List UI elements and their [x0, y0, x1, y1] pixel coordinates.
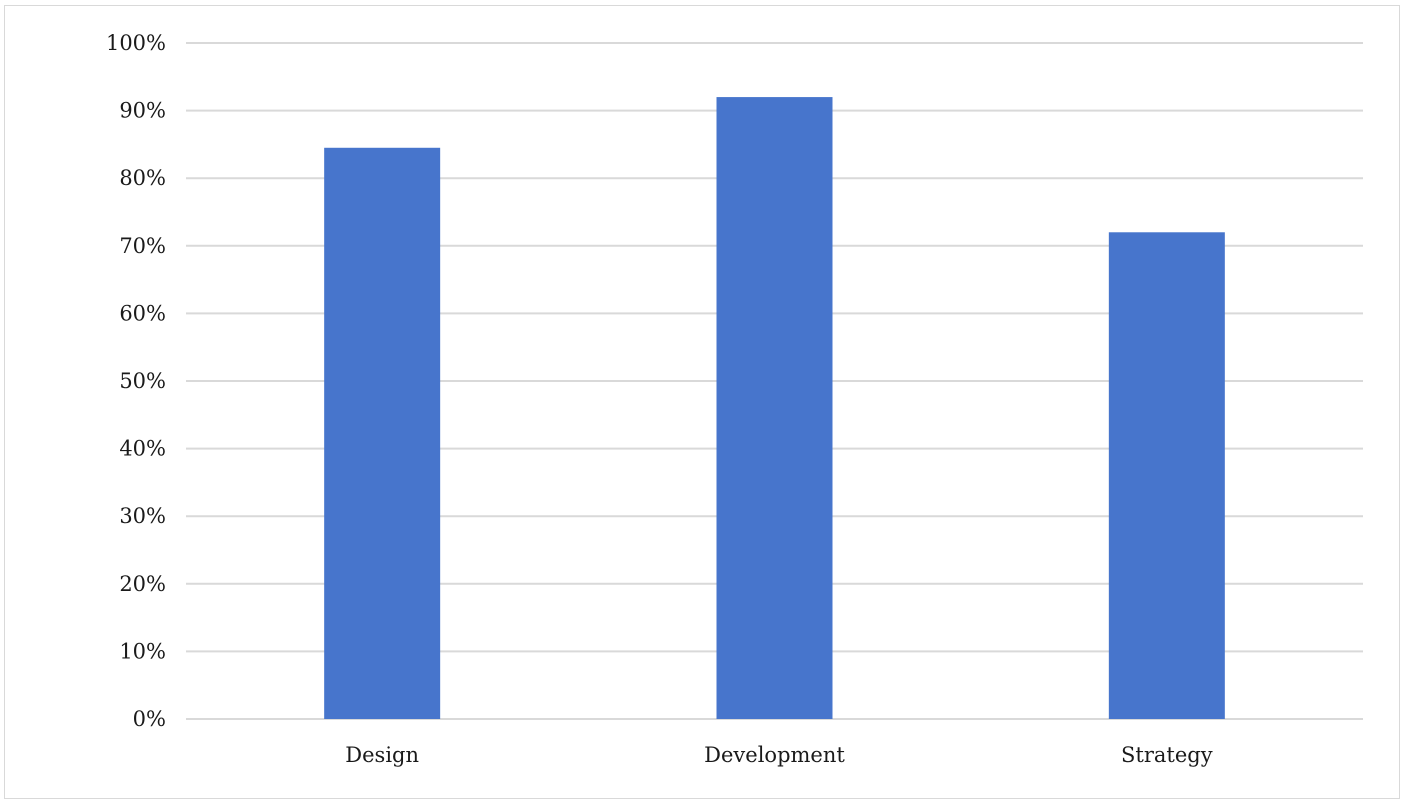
x-category-label: Design: [345, 743, 419, 767]
y-tick-label: 50%: [119, 369, 166, 393]
y-tick-label: 0%: [133, 707, 166, 731]
y-tick-label: 100%: [106, 31, 166, 55]
bars: [324, 97, 1225, 719]
x-category-label: Strategy: [1121, 743, 1213, 767]
bar-development: [716, 97, 833, 719]
y-tick-label: 40%: [119, 437, 166, 461]
x-category-label: Development: [704, 743, 845, 767]
y-tick-label: 70%: [119, 234, 166, 258]
y-axis-ticks: 0% 10% 20% 30% 40% 50% 60% 70% 80% 90% 100%: [106, 31, 166, 731]
y-tick-label: 90%: [119, 99, 166, 123]
bar-design: [324, 147, 441, 719]
x-axis-categories: Design Development Strategy: [345, 743, 1212, 767]
y-tick-label: 10%: [119, 639, 166, 663]
y-tick-label: 60%: [119, 301, 166, 325]
y-tick-label: 80%: [119, 166, 166, 190]
y-tick-label: 20%: [119, 572, 166, 596]
y-tick-label: 30%: [119, 504, 166, 528]
bar-strategy: [1108, 232, 1225, 719]
